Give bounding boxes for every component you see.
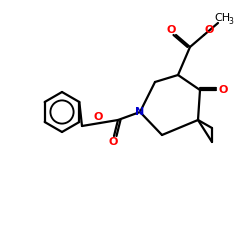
Text: N: N bbox=[136, 107, 144, 117]
Text: O: O bbox=[93, 112, 103, 122]
Text: O: O bbox=[108, 137, 118, 147]
Text: O: O bbox=[218, 85, 228, 95]
Text: O: O bbox=[204, 25, 214, 35]
Text: O: O bbox=[166, 25, 176, 35]
Text: 3: 3 bbox=[228, 16, 234, 26]
Text: CH: CH bbox=[214, 13, 230, 23]
